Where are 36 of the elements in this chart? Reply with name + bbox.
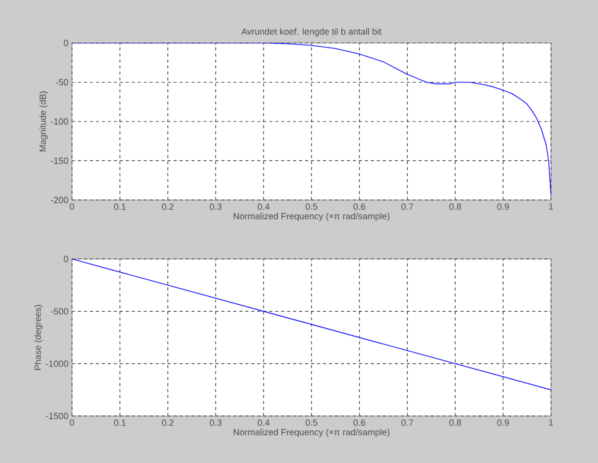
x-axis-title: Normalized Frequency (×π rad/sample) xyxy=(234,212,390,222)
x-tick-label: 0.8 xyxy=(449,204,462,210)
x-tick-label: 1 xyxy=(549,204,554,210)
x-tick-label: 0.4 xyxy=(258,204,270,210)
y-tick-label: -50 xyxy=(56,79,68,86)
x-tick-label: 0.9 xyxy=(497,420,509,426)
chart-title: Avrundet koef. lengde til b antall bit xyxy=(241,28,382,36)
x-tick-label: 0.7 xyxy=(401,420,414,426)
y-tick-label: -1000 xyxy=(46,360,68,367)
y-tick-label: 0 xyxy=(64,256,68,262)
y-axis-title: Magnitude (dB) xyxy=(39,91,48,152)
y-tick-label: -150 xyxy=(50,158,68,164)
x-tick-label: 0 xyxy=(70,420,74,426)
x-tick-label: 0.7 xyxy=(401,204,414,210)
x-tick-label: 1 xyxy=(549,420,554,426)
x-tick-label: 0.2 xyxy=(162,420,174,426)
x-tick-label: 0.5 xyxy=(306,420,318,426)
x-tick-label: 0.6 xyxy=(354,204,366,210)
x-tick-label: 0 xyxy=(70,204,74,210)
x-tick-label: 0.1 xyxy=(114,420,126,426)
x-tick-label: 0.4 xyxy=(258,420,270,426)
x-tick-label: 0.2 xyxy=(162,204,174,210)
y-tick-label: -200 xyxy=(50,196,68,204)
x-tick-label: 0.8 xyxy=(449,420,462,426)
x-tick-label: 0.3 xyxy=(210,420,222,426)
y-tick-label: -100 xyxy=(50,118,68,125)
x-tick-label: 0.9 xyxy=(497,204,509,210)
y-tick-label: -1500 xyxy=(46,412,68,420)
x-axis-title: Normalized Frequency (×π rad/sample) xyxy=(234,428,390,438)
x-tick-label: 0.6 xyxy=(354,420,366,426)
x-tick-label: 0.1 xyxy=(114,204,126,210)
x-tick-label: 0.5 xyxy=(306,204,318,210)
y-tick-label: -500 xyxy=(50,308,68,314)
x-tick-label: 0.3 xyxy=(210,204,222,210)
y-tick-label: 0 xyxy=(64,40,68,46)
y-axis-title: Phase (degrees) xyxy=(34,304,43,370)
